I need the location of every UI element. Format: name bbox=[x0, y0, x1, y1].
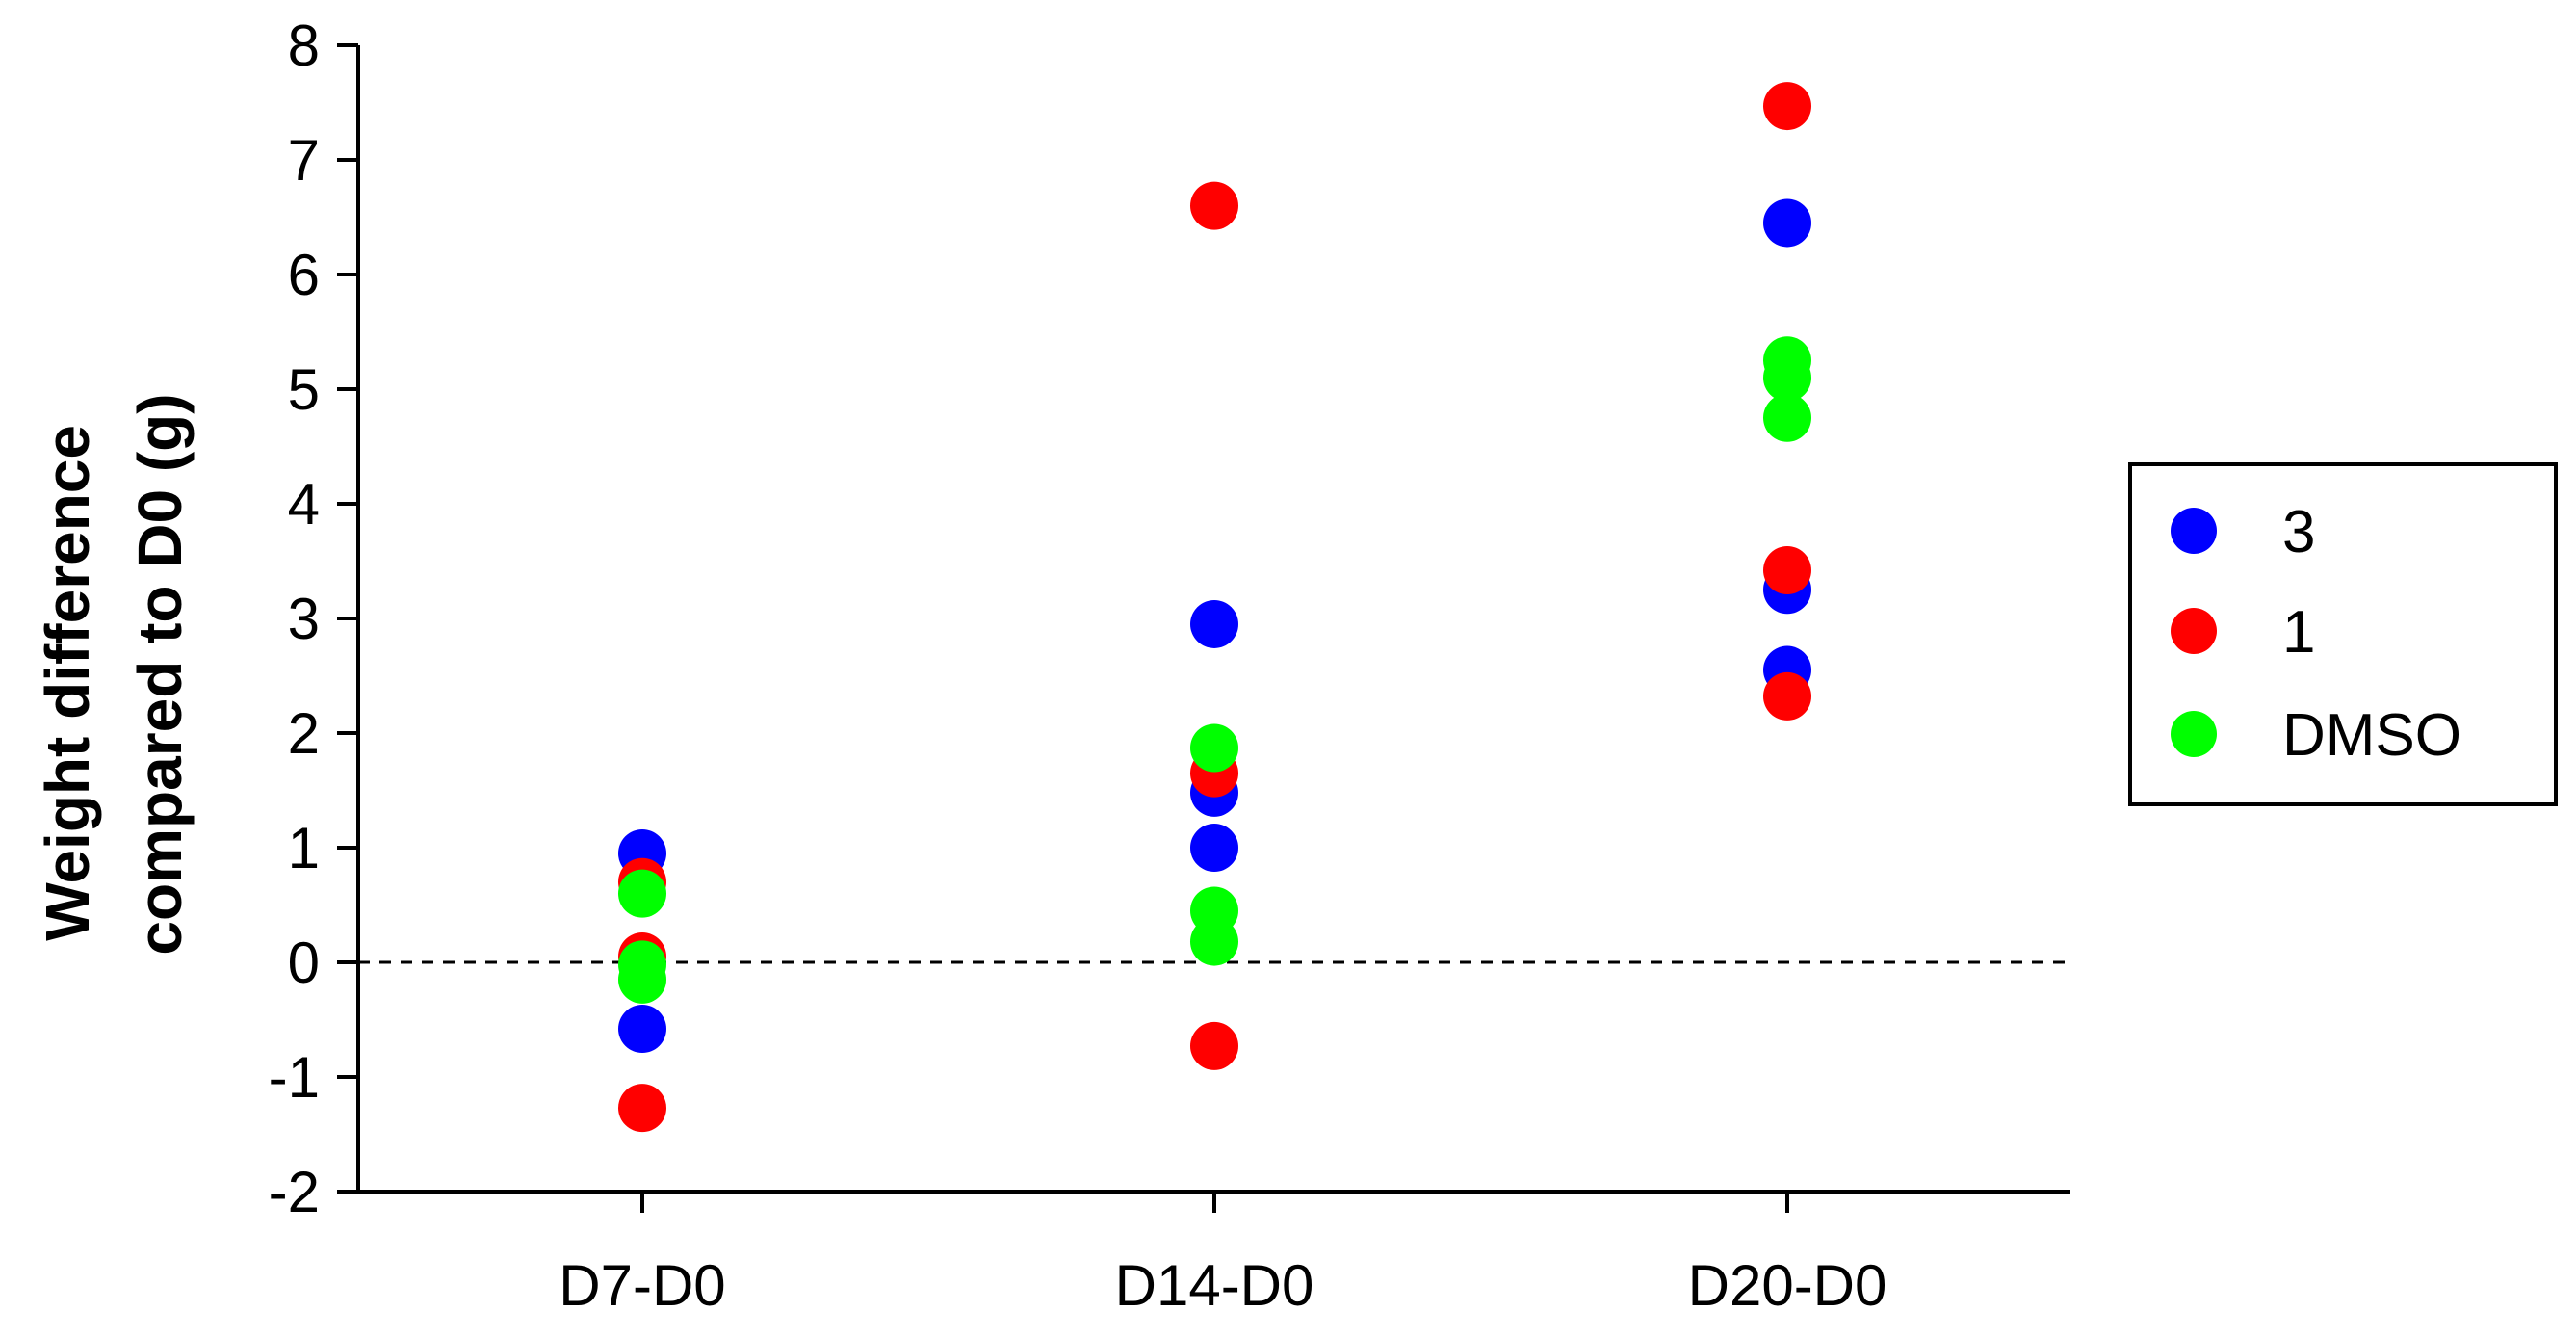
data-point bbox=[1190, 1021, 1238, 1070]
x-tick-label: D7-D0 bbox=[559, 1253, 725, 1318]
data-point bbox=[1190, 824, 1238, 872]
data-point bbox=[1763, 82, 1811, 131]
y-tick-label: 5 bbox=[288, 357, 320, 422]
y-tick-label: 8 bbox=[288, 13, 320, 78]
y-axis-title-line-1: Weight difference bbox=[33, 425, 102, 941]
legend-label: 1 bbox=[2282, 599, 2315, 666]
data-point bbox=[618, 1084, 666, 1133]
data-point bbox=[1763, 546, 1811, 595]
y-tick-label: 7 bbox=[288, 128, 320, 193]
data-point bbox=[618, 955, 666, 1004]
data-point bbox=[618, 869, 666, 918]
x-tick-label: D20-D0 bbox=[1688, 1253, 1887, 1318]
series-dmso bbox=[618, 336, 1811, 1004]
legend: 3 1 DMSO bbox=[2128, 462, 2558, 806]
y-tick-label: 1 bbox=[288, 816, 320, 880]
data-point bbox=[1190, 917, 1238, 966]
data-point bbox=[1190, 723, 1238, 773]
y-tick-label: 3 bbox=[288, 587, 320, 651]
y-tick-label: 0 bbox=[288, 931, 320, 995]
data-point bbox=[618, 1005, 666, 1054]
data-point bbox=[1763, 393, 1811, 442]
y-tick-label: 6 bbox=[288, 243, 320, 307]
data-point bbox=[1190, 181, 1238, 230]
x-tick-label: D14-D0 bbox=[1115, 1253, 1314, 1318]
y-axis-title-line-2: compared to D0 (g) bbox=[125, 393, 195, 955]
data-point bbox=[1190, 599, 1238, 648]
legend-marker bbox=[2171, 508, 2217, 554]
legend-marker bbox=[2171, 711, 2217, 757]
data-point bbox=[1763, 198, 1811, 248]
data-point bbox=[1763, 354, 1811, 403]
y-axis: -2 -1 0 1 2 3 4 5 6 7 8 bbox=[269, 13, 360, 1224]
y-tick-label: -2 bbox=[269, 1160, 320, 1224]
data-point bbox=[1763, 671, 1811, 721]
legend-label: DMSO bbox=[2282, 702, 2461, 769]
data-points bbox=[618, 82, 1811, 1133]
y-tick-label: 4 bbox=[288, 472, 320, 537]
y-axis-title: Weight difference compared to D0 (g) bbox=[33, 393, 195, 955]
legend-label: 3 bbox=[2282, 499, 2315, 565]
legend-marker bbox=[2171, 608, 2217, 654]
y-tick-label: 2 bbox=[288, 701, 320, 766]
x-axis: D7-D0 D14-D0 D20-D0 bbox=[358, 1190, 2070, 1318]
y-tick-label: -1 bbox=[269, 1045, 320, 1110]
